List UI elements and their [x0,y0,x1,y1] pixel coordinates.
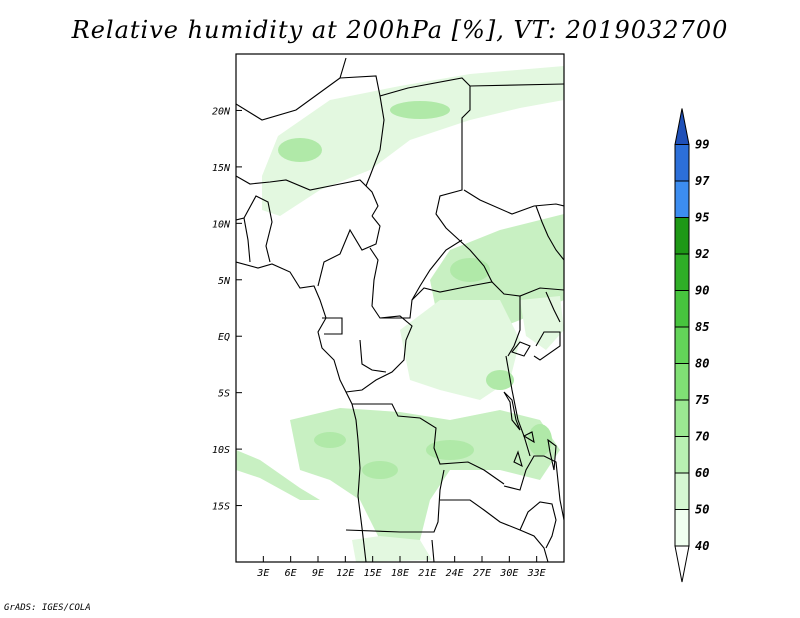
colorbar-label: 92 [695,247,709,261]
lat-tick-label: 15S [212,502,230,513]
lon-tick-label: 24E [446,568,464,579]
humidity-core [528,424,552,456]
humidity-region [262,66,564,216]
colorbar: 40 50 60 70 75 80 85 90 92 95 97 99 [674,108,710,583]
humidity-core [278,138,322,162]
colorbar-label: 85 [695,320,709,334]
humidity-core [486,370,514,390]
lon-tick-label: 3E [256,568,269,579]
longitude-axis: 3E 6E 9E 12E 15E 18E 21E 24E 27E 30E 33E [256,556,546,579]
colorbar-segment [674,290,690,328]
humidity-core [426,440,474,460]
lon-tick-label: 9E [312,568,324,579]
lat-tick-label: 5S [218,389,230,400]
humidity-region [236,450,320,500]
lon-tick-label: 6E [285,568,297,579]
colorbar-segment [674,144,690,182]
colorbar-segment [674,217,690,255]
humidity-region [520,296,564,350]
colorbar-segment [674,399,690,437]
colorbar-bottom-arrow [674,545,690,583]
colorbar-segment [674,326,690,364]
colorbar-label: 50 [695,503,709,517]
colorbar-label: 95 [695,211,709,225]
humidity-core [314,432,346,448]
lon-tick-label: 33E [527,568,546,579]
colorbar-label: 40 [695,539,709,553]
grads-credit: GrADS: IGES/COLA [4,603,91,613]
humidity-core [450,258,490,282]
country-boundaries [236,57,564,562]
colorbar-segment [674,436,690,474]
lon-tick-label: 18E [391,568,409,579]
humidity-core [390,101,450,119]
lat-tick-label: 10N [212,219,231,230]
lat-tick-label: EQ [218,332,230,343]
lon-tick-label: 27E [473,568,491,579]
map-title: Relative humidity at 200hPa [%], VT: 201… [71,16,729,44]
colorbar-segment [674,253,690,291]
latitude-axis: 20N 15N 10N 5N EQ 5S 10S 15S [212,106,242,513]
colorbar-segment [674,363,690,401]
colorbar-label: 90 [695,284,709,298]
lat-tick-label: 10S [212,445,230,456]
lon-tick-label: 30E [499,568,518,579]
humidity-shading [236,66,564,562]
colorbar-label: 97 [695,174,710,188]
lon-tick-label: 12E [336,568,354,579]
colorbar-segment [674,180,690,218]
lon-tick-label: 21E [418,568,436,579]
humidity-region [290,408,560,540]
humidity-core [362,461,398,479]
colorbar-label: 99 [695,138,709,152]
colorbar-label: 80 [695,357,709,371]
lon-tick-label: 15E [364,568,382,579]
humidity-region [352,536,432,562]
colorbar-label: 75 [695,393,709,407]
colorbar-top-arrow [674,108,690,145]
lat-tick-label: 20N [212,106,231,117]
colorbar-label: 60 [695,466,709,480]
lat-tick-label: 15N [212,163,231,174]
colorbar-segment [674,509,690,547]
colorbar-label: 70 [695,430,709,444]
lat-tick-label: 5N [218,276,231,287]
colorbar-segment [674,472,690,510]
